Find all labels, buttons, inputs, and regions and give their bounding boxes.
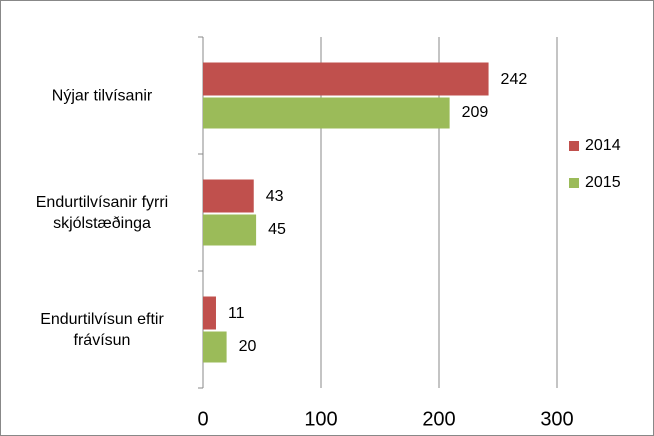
bar [203,331,227,363]
data-label: 20 [239,338,257,355]
data-label: 43 [266,188,284,205]
x-tick-label: 0 [197,408,208,430]
data-label: 45 [268,221,286,238]
category-label: Endurtilvísun eftir frávísun [40,310,164,349]
legend-label: 2014 [585,137,621,154]
legend-label: 2015 [585,174,621,191]
bar [203,179,254,213]
bar [203,296,216,330]
legend-swatch [569,141,579,151]
data-label: 242 [501,71,528,88]
bar [203,62,489,96]
data-label: 11 [228,305,245,322]
x-tick-label: 100 [304,408,337,430]
category-label: Endurtilvísanir fyrri skjólstæðinga [35,193,169,232]
x-tick-label: 300 [540,408,573,430]
legend-swatch [569,178,579,188]
x-tick-label: 200 [422,408,455,430]
category-label: Nýjar tilvísanir [51,87,153,104]
bar [203,214,257,246]
bar [203,97,450,129]
data-label: 209 [462,104,489,121]
